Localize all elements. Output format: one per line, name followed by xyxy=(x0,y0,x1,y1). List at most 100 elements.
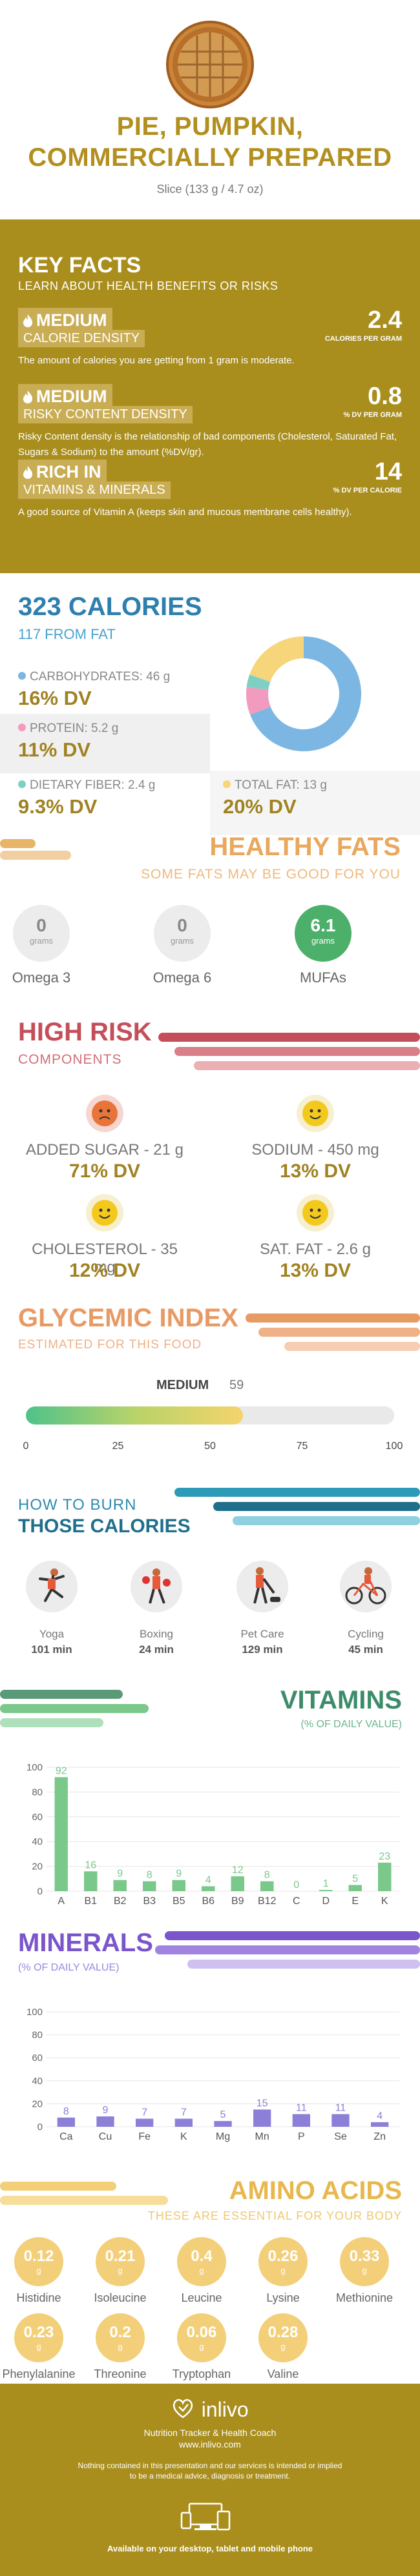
dog-walking-icon xyxy=(236,1561,288,1612)
vitamins-chart: 0 20 40 60 80 100 92 A 16 B1 9 B2 8 B3 9 B5 4 B6 12 B9 8 B12 0… xyxy=(26,1762,399,1907)
y-tick-label: 20 xyxy=(32,1861,43,1872)
amino-circle: 0.2 g xyxy=(96,2313,145,2362)
key-fact-unit: CALORIES PER GRAM xyxy=(324,335,402,343)
vitamin-value-label: 4 xyxy=(205,1874,211,1885)
amino-value: 0.2 xyxy=(109,2324,131,2341)
decor-stripe xyxy=(0,2182,116,2191)
footer-brand[interactable]: inlivo xyxy=(201,2398,249,2421)
decor-stripe xyxy=(187,1960,420,1969)
amino-label: Isoleucine xyxy=(94,2291,147,2304)
amino-unit: g xyxy=(199,2342,204,2351)
nutrient-item: PROTEIN: 5.2 g 11% DV xyxy=(18,722,118,762)
key-fact-item: MEDIUM RISKY CONTENT DENSITY 0.8% DV PER G… xyxy=(0,383,420,458)
vitamin-value-label: 0 xyxy=(293,1880,299,1891)
amino-unit: g xyxy=(280,2342,286,2351)
mineral-bar xyxy=(253,2109,271,2127)
amino-value: 0.21 xyxy=(105,2247,136,2265)
vitamins-title: VITAMINS xyxy=(280,1686,402,1714)
mineral-bar xyxy=(331,2114,350,2127)
risk-dv: 71% DV xyxy=(68,1161,141,1182)
burn-title-1: HOW TO BURN xyxy=(18,1496,137,1514)
sad-face-icon xyxy=(86,1095,123,1132)
amino-label: Phenylalanine xyxy=(2,2368,76,2380)
mineral-value-label: 7 xyxy=(142,2107,147,2118)
devices-icon xyxy=(178,2501,242,2533)
mineral-category-label: Mg xyxy=(216,2131,230,2142)
high-risk-subtitle: COMPONENTS xyxy=(18,1052,122,1067)
footer-tagline: Nutrition Tracker & Health Coach xyxy=(143,2428,277,2438)
glycemic-level: MEDIUM xyxy=(156,1378,209,1392)
donut-slice-protein xyxy=(246,687,271,715)
amino-unit: g xyxy=(118,2266,123,2275)
decor-stripe xyxy=(165,1931,420,1940)
fat-label: MUFAs xyxy=(299,969,347,986)
y-tick-label: 80 xyxy=(32,1787,43,1798)
fat-circle: 0 grams xyxy=(154,905,211,962)
key-facts-title: KEY FACTS xyxy=(18,253,142,278)
heart-logo-icon xyxy=(171,2398,194,2422)
nutrient-item: CARBOHYDRATES: 46 g 16% DV xyxy=(18,670,170,710)
amino-circle: 0.4 g xyxy=(177,2237,226,2286)
y-tick-label: 100 xyxy=(26,1762,43,1773)
fat-row-bg xyxy=(210,771,420,835)
amino-circle: 0.06 g xyxy=(177,2313,226,2362)
amino-circle: 0.26 g xyxy=(258,2237,308,2286)
amino-value: 0.26 xyxy=(268,2247,299,2265)
glycemic-tick-label: 50 xyxy=(204,1441,216,1452)
amino-unit: g xyxy=(36,2342,41,2351)
risk-label: SAT. FAT - 2.6 g xyxy=(259,1241,372,1258)
boxing-icon xyxy=(131,1561,182,1612)
nutrient-label-row: DIETARY FIBER: 2.4 g xyxy=(18,778,155,793)
pumpkin-pie-image xyxy=(166,21,254,108)
minerals-chart: 0 20 40 60 80 100 8 Ca 9 Cu 7 Fe 7 K 5 Mg 15 Mn 11 P 11 Se 4 Zn xyxy=(26,2007,399,2142)
nutrient-dv: 16% DV xyxy=(18,687,92,709)
amino-label: Leucine xyxy=(181,2291,222,2304)
mineral-value-label: 7 xyxy=(181,2107,187,2118)
fat-circle: 6.1 grams xyxy=(295,905,352,962)
activity-label: Yoga xyxy=(39,1628,65,1640)
decor-stripe xyxy=(174,1488,420,1497)
risk-label: CHOLESTEROL - 35 mg xyxy=(32,1241,178,1276)
vitamin-category-label: B1 xyxy=(84,1896,97,1907)
glycemic-subtitle: ESTIMATED FOR THIS FOOD xyxy=(18,1338,202,1352)
donut-slice-fiber xyxy=(246,674,271,690)
yoga-icon xyxy=(26,1561,78,1612)
mineral-category-label: Zn xyxy=(373,2131,386,2142)
decor-stripe xyxy=(155,1945,420,1954)
vitamin-category-label: K xyxy=(381,1896,388,1907)
amino-circle: 0.21 g xyxy=(96,2237,145,2286)
key-fact-level-text: MEDIUM xyxy=(36,310,107,330)
amino-label: Histidine xyxy=(16,2291,61,2304)
activity-time: 24 min xyxy=(139,1643,174,1656)
risk-dv: 12% DV xyxy=(68,1260,141,1281)
mineral-category-label: Ca xyxy=(59,2131,73,2142)
y-tick-label: 0 xyxy=(37,2122,43,2133)
key-fact-unit: % DV PER GRAM xyxy=(343,411,402,419)
vitamin-category-label: B2 xyxy=(114,1896,127,1907)
footer-disclaimer-2: to be a medical advice, diagnosis or tre… xyxy=(129,2471,291,2480)
y-tick-label: 60 xyxy=(32,1812,43,1823)
mineral-value-label: 8 xyxy=(63,2106,69,2117)
key-fact-description: The amount of calories you are getting f… xyxy=(18,355,295,366)
amino-value: 0.28 xyxy=(268,2324,299,2341)
mineral-value-label: 11 xyxy=(296,2102,307,2113)
fat-label: Omega 6 xyxy=(152,969,212,986)
vitamin-value-label: 5 xyxy=(352,1873,358,1884)
amino-unit: g xyxy=(36,2266,41,2275)
footer-url[interactable]: www.inlivo.com xyxy=(179,2439,241,2449)
amino-circle: 0.33 g xyxy=(340,2237,389,2286)
activity-time: 101 min xyxy=(31,1643,72,1656)
nutrient-color-dot xyxy=(18,672,26,680)
vitamin-category-label: A xyxy=(58,1896,65,1907)
mineral-category-label: P xyxy=(298,2131,305,2142)
amino-subtitle: THESE ARE ESSENTIAL FOR YOUR BODY xyxy=(147,2209,402,2222)
amino-circle: 0.28 g xyxy=(258,2313,308,2362)
amino-unit: g xyxy=(118,2342,123,2351)
footer-disclaimer-1: Nothing contained in this presentation a… xyxy=(78,2461,342,2470)
minerals-subtitle: (% OF DAILY VALUE) xyxy=(18,1962,120,1973)
glycemic-value: 59 xyxy=(229,1378,244,1392)
vitamin-bar xyxy=(54,1777,68,1891)
amino-value: 0.4 xyxy=(191,2247,213,2265)
amino-circle: 0.23 g xyxy=(14,2313,63,2362)
serving-size: Slice (133 g / 4.7 oz) xyxy=(156,183,264,196)
